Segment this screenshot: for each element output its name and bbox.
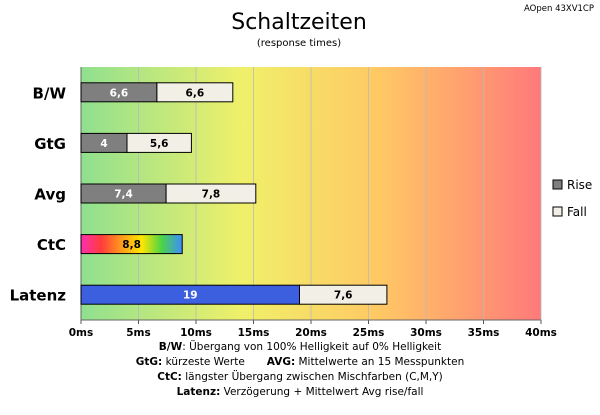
footer-text-gtg: kürzeste Werte <box>162 356 245 368</box>
footer-notes: B/W: Übergang von 100% Helligkeit auf 0%… <box>0 340 600 400</box>
footer-key-ctc: CtC: <box>157 371 182 383</box>
chart-title: Schaltzeiten <box>231 10 367 35</box>
footer-text-bw: : Übergang von 100% Helligkeit auf 0% He… <box>182 341 442 353</box>
x-tick-label: 30ms <box>410 327 442 339</box>
footer-line-ctc: CtC: längster Übergang zwischen Mischfar… <box>0 370 600 385</box>
chart-subtitle: (response times) <box>257 38 341 49</box>
legend-label: Rise <box>567 178 592 192</box>
bar-fall <box>156 82 234 103</box>
x-tick-label: 0ms <box>69 327 94 339</box>
footer-line-bw: B/W: Übergang von 100% Helligkeit auf 0%… <box>0 340 600 355</box>
bar-group: 6,6 6,6 4 5,6 7,4 7,8 8,8 19 7,6 <box>80 82 388 305</box>
bar-fall <box>299 284 388 305</box>
bar-rise-label: 6,6 <box>110 87 129 99</box>
bar-rise <box>80 234 183 255</box>
category-label: GtG <box>34 135 66 153</box>
bar-rise-label: 19 <box>183 290 198 302</box>
x-tick-label: 20ms <box>295 327 327 339</box>
model-label: AOpen 43XV1CP <box>524 4 594 14</box>
bar-fall <box>165 183 257 204</box>
footer-text-ctc: längster Übergang zwischen Mischfarben (… <box>181 371 443 383</box>
x-tick-label: 5ms <box>126 327 151 339</box>
footer-key-avg: AVG: <box>266 356 296 368</box>
legend: Rise Fall <box>552 178 592 219</box>
x-tick-label: 40ms <box>525 327 557 339</box>
footer-text-avg: Mittelwerte an 15 Messpunkten <box>295 356 465 368</box>
category-labels: B/W GtG Avg CtC Latenz <box>10 84 67 304</box>
footer-key-latenz: Latenz: <box>176 386 221 398</box>
footer-text-latenz: Verzögerung + Mittelwert Avg rise/fall <box>220 386 424 398</box>
bar-rise-label: 4 <box>100 138 107 150</box>
bar-rise-label: 7,4 <box>114 189 133 201</box>
legend-swatch <box>552 179 563 190</box>
category-label: Latenz <box>10 287 67 305</box>
footer-line-gtg-avg: GtG: kürzeste Werte AVG: Mittelwerte an 1… <box>0 355 600 370</box>
x-tick-label: 10ms <box>180 327 212 339</box>
category-label: Avg <box>34 186 66 204</box>
footer-key-bw: B/W <box>158 341 183 353</box>
category-label: CtC <box>37 236 66 254</box>
legend-label: Fall <box>567 205 587 219</box>
bar-fall-label: 7,6 <box>334 290 353 302</box>
x-tick-label: 15ms <box>238 327 270 339</box>
bar-fall-label: 7,8 <box>202 189 221 201</box>
x-tick-label: 35ms <box>468 327 500 339</box>
x-tick-label: 25ms <box>353 327 385 339</box>
category-label: B/W <box>33 84 67 102</box>
bar-fall-label: 6,6 <box>186 87 205 99</box>
legend-swatch <box>552 206 563 217</box>
bar-fall <box>126 132 192 153</box>
bar-rise-label: 8,8 <box>122 239 141 251</box>
x-tick-labels: 0ms 5ms 10ms 15ms 20ms 25ms 30ms 35ms 40ms <box>69 327 557 339</box>
bar-fall-label: 5,6 <box>150 138 169 150</box>
footer-line-latenz: Latenz: Verzögerung + Mittelwert Avg ris… <box>0 385 600 400</box>
footer-key-gtg: GtG: <box>135 356 163 368</box>
